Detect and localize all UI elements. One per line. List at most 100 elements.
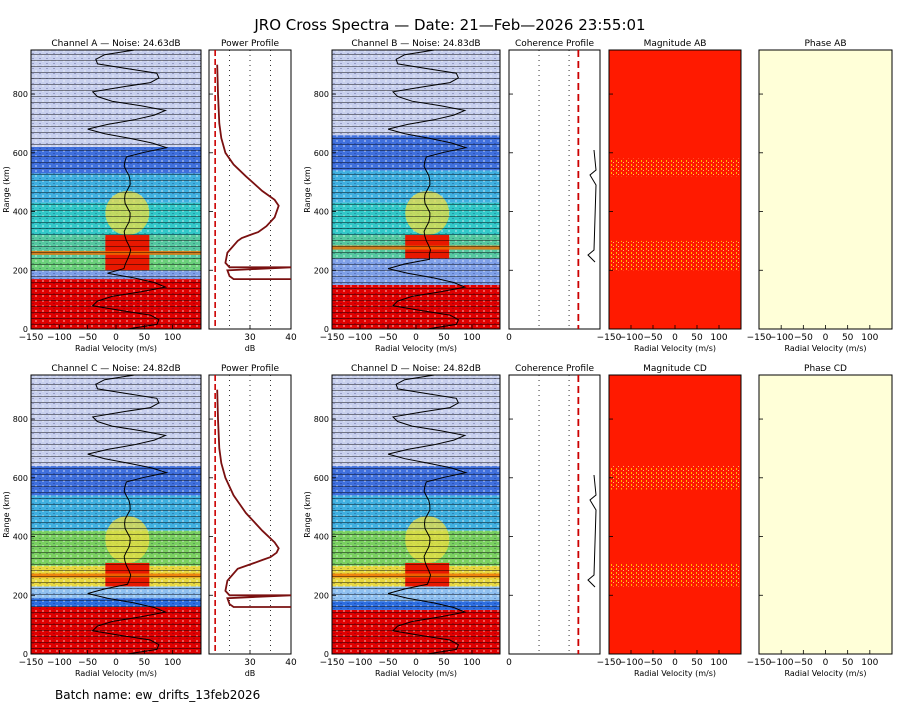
spectra-a-title: Channel A — Noise: 24.63dB bbox=[51, 39, 180, 49]
spectra-c-ytick-label: 600 bbox=[13, 474, 28, 483]
coherence-b-title: Coherence Profile bbox=[515, 39, 595, 49]
spectra-a-mean-velocity bbox=[87, 49, 169, 330]
phase-cd-xtick-label: −150 bbox=[747, 658, 772, 668]
power-a-frame bbox=[208, 49, 292, 330]
power-c-profile-line bbox=[216, 389, 292, 608]
spectra-c-title: Channel C — Noise: 24.82dB bbox=[51, 364, 180, 374]
spectra-d-ytick-label: 0 bbox=[324, 650, 329, 659]
phase-ab-xtick-label: −100 bbox=[769, 333, 794, 343]
phase-ab-xtick-label: 100 bbox=[861, 333, 878, 343]
power-a-xlabel: dB bbox=[245, 344, 256, 353]
batch-name: Batch name: ew_drifts_13feb2026 bbox=[55, 688, 260, 702]
phase-ab-xtick-label: 50 bbox=[842, 333, 854, 343]
spectra-d-xtick-label: 100 bbox=[463, 658, 480, 668]
coherence-b-coherence-line bbox=[587, 149, 597, 263]
phase-cd-xtick-label: −100 bbox=[769, 658, 794, 668]
magnitude-cd-speckle bbox=[609, 466, 741, 490]
spectra-a-xlabel: Radial Velocity (m/s) bbox=[75, 344, 157, 353]
power-c-xlabel: dB bbox=[245, 669, 256, 678]
spectra-c-mean-velocity bbox=[87, 374, 169, 655]
spectra-b-ytick-label: 400 bbox=[314, 208, 329, 217]
spectra-c-ytick-label: 400 bbox=[13, 533, 28, 542]
coherence-b-frame bbox=[508, 49, 601, 330]
magnitude-cd-xtick-label: −50 bbox=[644, 658, 663, 668]
spectra-b-mean-velocity bbox=[387, 49, 468, 330]
spectra-a-ytick-label: 800 bbox=[13, 90, 28, 99]
phase-cd-title: Phase CD bbox=[804, 364, 847, 374]
coherence-d-xtick-label: 0 bbox=[506, 658, 512, 668]
phase-cd-xlabel: Radial Velocity (m/s) bbox=[784, 669, 866, 678]
magnitude-ab-xtick-label: 50 bbox=[691, 333, 703, 343]
spectra-a-xtick-label: 0 bbox=[113, 333, 119, 343]
spectra-d-ylabel: Range (km) bbox=[303, 491, 312, 538]
spectra-a-ytick-label: 200 bbox=[13, 266, 28, 275]
phase-ab-xtick-label: −150 bbox=[747, 333, 772, 343]
spectra-a-xtick-label: −50 bbox=[78, 333, 97, 343]
coherence-d-title: Coherence Profile bbox=[515, 364, 595, 374]
spectra-a-gates bbox=[31, 50, 201, 329]
spectra-b-gates bbox=[332, 50, 500, 329]
spectra-a-xtick-label: 50 bbox=[139, 333, 151, 343]
magnitude-ab-xtick-label: −150 bbox=[597, 333, 622, 343]
power-c-xtick-label: 40 bbox=[285, 658, 297, 668]
phase-ab-xtick-label: −50 bbox=[794, 333, 813, 343]
spectra-b-xtick-label: −150 bbox=[320, 333, 345, 343]
coherence-b-xtick-label: 0 bbox=[506, 333, 512, 343]
magnitude-cd-speckle bbox=[609, 562, 741, 587]
phase-cd-xtick-label: 100 bbox=[861, 658, 878, 668]
magnitude-cd-xlabel: Radial Velocity (m/s) bbox=[634, 669, 716, 678]
power-a-panel: 30 40 dB Power Profile bbox=[208, 39, 297, 353]
spectra-a-xtick-label: −150 bbox=[19, 333, 44, 343]
spectra-b-xtick-label: 0 bbox=[413, 333, 419, 343]
spectra-b-ytick-label: 0 bbox=[324, 325, 329, 334]
power-a-xtick-label: 30 bbox=[244, 333, 256, 343]
spectra-c-ytick-label: 800 bbox=[13, 415, 28, 424]
phase-ab-xlabel: Radial Velocity (m/s) bbox=[784, 344, 866, 353]
spectra-c-ytick-label: 200 bbox=[13, 591, 28, 600]
spectra-d-title: Channel D — Noise: 24.82dB bbox=[351, 364, 481, 374]
phase-cd-xtick-label: 0 bbox=[823, 658, 829, 668]
magnitude-cd-field bbox=[609, 375, 741, 654]
spectra-b-ylabel: Range (km) bbox=[303, 166, 312, 213]
spectra-a-ytick-label: 0 bbox=[23, 325, 28, 334]
phase-ab-field bbox=[758, 49, 893, 330]
spectra-d-xtick-label: −150 bbox=[320, 658, 345, 668]
magnitude-cd-xtick-label: −150 bbox=[597, 658, 622, 668]
phase-cd-field bbox=[758, 374, 893, 655]
spectra-d-ytick-label: 600 bbox=[314, 474, 329, 483]
spectra-a-ytick-label: 400 bbox=[13, 208, 28, 217]
phase-cd-xtick-label: 50 bbox=[842, 658, 854, 668]
spectra-c-xlabel: Radial Velocity (m/s) bbox=[75, 669, 157, 678]
power-c-xtick-label: 30 bbox=[244, 658, 256, 668]
spectra-c-gates bbox=[31, 375, 201, 654]
spectra-a-ytick-label: 600 bbox=[13, 149, 28, 158]
spectra-b-xtick-label: 100 bbox=[463, 333, 480, 343]
magnitude-ab-xtick-label: 100 bbox=[710, 333, 727, 343]
spectra-c-xtick-label: 100 bbox=[164, 658, 181, 668]
phase-cd-xtick-label: −50 bbox=[794, 658, 813, 668]
coherence-d-coherence-line bbox=[587, 474, 597, 588]
figure-title: JRO Cross Spectra — Date: 21—Feb—2026 23… bbox=[253, 16, 645, 34]
magnitude-ab-xtick-label: −50 bbox=[644, 333, 663, 343]
magnitude-ab-xtick-label: −100 bbox=[619, 333, 644, 343]
magnitude-cd-xtick-label: 100 bbox=[710, 658, 727, 668]
spectra-b-ytick-label: 600 bbox=[314, 149, 329, 158]
magnitude-cd-xtick-label: 50 bbox=[691, 658, 703, 668]
magnitude-cd-title: Magnitude CD bbox=[643, 364, 707, 374]
spectra-b-xlabel: Radial Velocity (m/s) bbox=[375, 344, 457, 353]
magnitude-ab-xlabel: Radial Velocity (m/s) bbox=[634, 344, 716, 353]
spectra-d-mean-velocity bbox=[387, 374, 468, 655]
spectra-d-xtick-label: −100 bbox=[348, 658, 373, 668]
spectra-c-xtick-label: 0 bbox=[113, 658, 119, 668]
magnitude-ab-speckle bbox=[609, 240, 741, 271]
spectra-c-ytick-label: 0 bbox=[23, 650, 28, 659]
